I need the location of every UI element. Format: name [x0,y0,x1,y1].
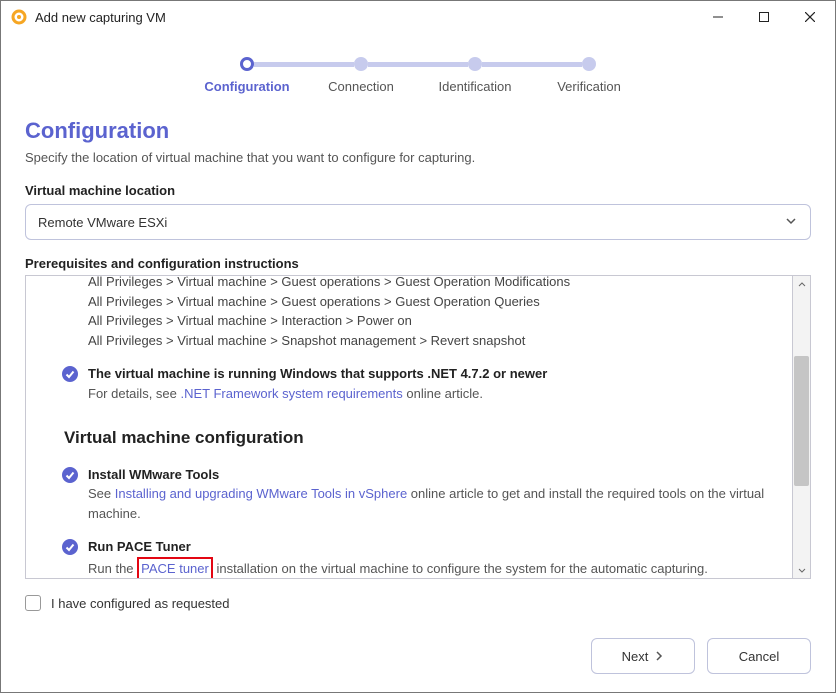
instructions-label: Prerequisites and configuration instruct… [25,256,811,271]
chevron-down-icon [784,214,798,231]
step-label-configuration[interactable]: Configuration [190,79,304,94]
titlebar: Add new capturing VM [1,1,835,33]
install-tools-title: Install WMware Tools [88,467,219,482]
vm-config-heading: Virtual machine configuration [64,425,776,451]
dialog-window: Add new capturing VM Configuration Conne… [0,0,836,693]
install-tools-link[interactable]: Installing and upgrading WMware Tools in… [115,486,407,501]
pace-tuner-title: Run PACE Tuner [88,539,191,554]
wizard-stepper [25,57,811,71]
content-area: Configuration Connection Identification … [1,33,835,692]
pace-tuner-link[interactable]: PACE tuner [141,561,209,576]
close-button[interactable] [787,1,833,33]
page-title: Configuration [25,118,811,144]
privilege-line: All Privileges > Virtual machine > Snaps… [62,331,776,351]
check-icon [62,539,78,555]
check-icon [62,366,78,382]
privilege-line: All Privileges > Virtual machine > Guest… [62,292,776,312]
confirm-row: I have configured as requested [25,595,811,611]
cancel-button[interactable]: Cancel [707,638,811,674]
highlight-box: PACE tuner [137,557,213,580]
step-dot-identification[interactable] [468,57,482,71]
next-button[interactable]: Next [591,638,695,674]
vm-location-value: Remote VMware ESXi [38,215,167,230]
confirm-checkbox[interactable] [25,595,41,611]
step-dot-connection[interactable] [354,57,368,71]
privilege-line: All Privileges > Virtual machine > Inter… [62,311,776,331]
privilege-line: All Privileges > Virtual machine > Guest… [62,275,776,292]
scroll-thumb[interactable] [794,356,809,486]
instructions-panel: All Privileges > Virtual machine > Guest… [25,275,793,579]
minimize-button[interactable] [695,1,741,33]
wizard-step-labels: Configuration Connection Identification … [25,79,811,94]
vm-location-select[interactable]: Remote VMware ESXi [25,204,811,240]
step-dot-verification[interactable] [582,57,596,71]
instructions-scrollbar[interactable] [793,275,811,579]
window-controls [695,1,833,33]
chevron-right-icon [654,649,664,664]
step-label-verification[interactable]: Verification [532,79,646,94]
app-icon [11,9,27,25]
page-subtitle: Specify the location of virtual machine … [25,150,811,165]
check-icon [62,467,78,483]
vm-location-label: Virtual machine location [25,183,811,198]
maximize-button[interactable] [741,1,787,33]
step-dot-configuration[interactable] [240,57,254,71]
step-label-connection[interactable]: Connection [304,79,418,94]
footer-buttons: Next Cancel [25,618,811,674]
window-title: Add new capturing VM [35,10,695,25]
net-framework-link[interactable]: .NET Framework system requirements [181,386,403,401]
confirm-label: I have configured as requested [51,596,230,611]
step-label-identification[interactable]: Identification [418,79,532,94]
scroll-up-icon[interactable] [793,276,810,293]
scroll-down-icon[interactable] [793,561,810,578]
net-req-title: The virtual machine is running Windows t… [88,366,547,381]
